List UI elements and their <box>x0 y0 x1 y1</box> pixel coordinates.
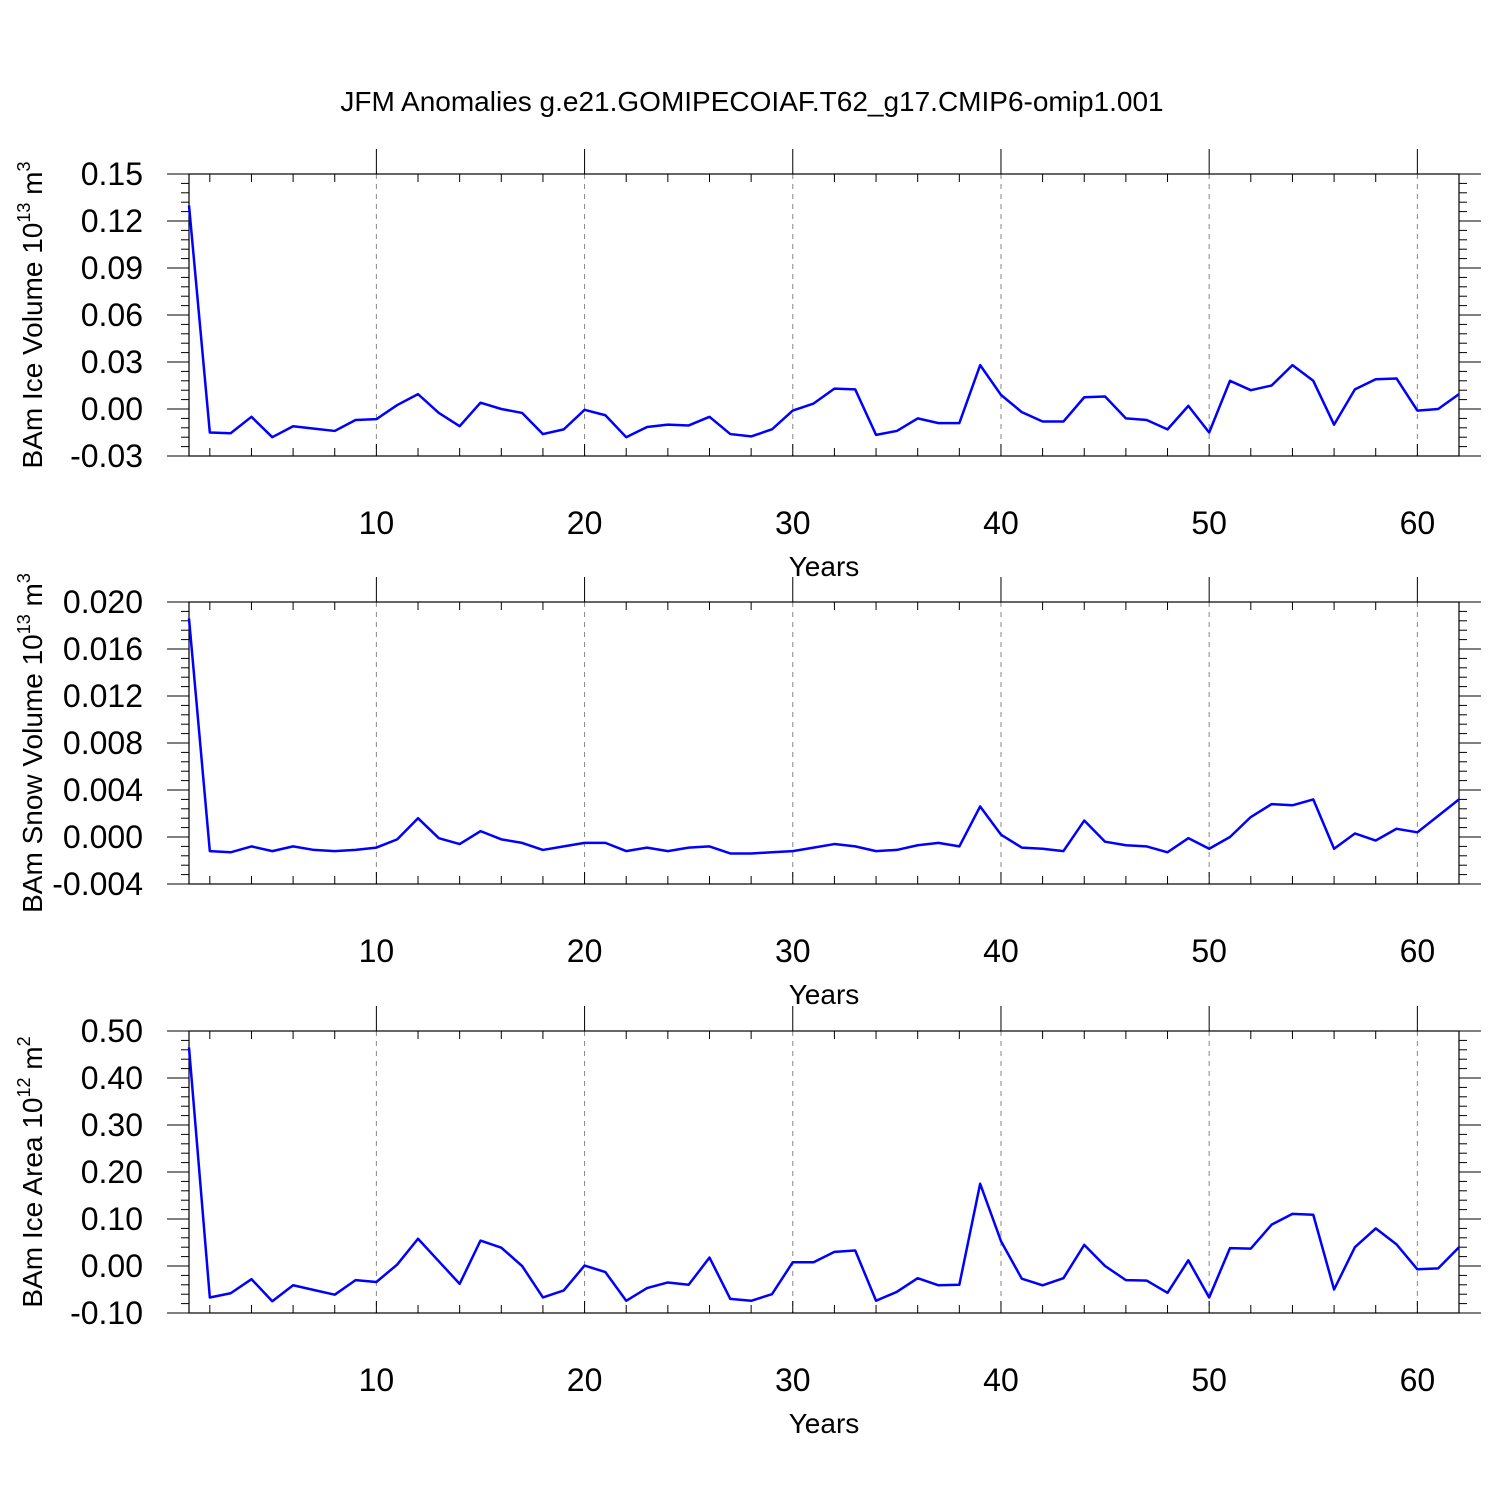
y-axis-label: BAm Snow Volume 1013 m3 <box>14 573 48 913</box>
y-tick-label: -0.004 <box>52 866 143 902</box>
series-line <box>187 1047 1460 1303</box>
chart-panel-1: -0.03 0.00 0.03 0.06 0.09 0.12 0.15 10 20 30 40 50 6… <box>14 149 1481 582</box>
x-tick-label: 20 <box>567 505 603 541</box>
x-tick-label: 30 <box>775 1362 811 1398</box>
x-tick-label: 50 <box>1191 933 1227 969</box>
panels: -0.03 0.00 0.03 0.06 0.09 0.12 0.15 10 20 30 40 50 6… <box>14 149 1481 1439</box>
x-axis-label: Years <box>789 551 860 582</box>
y-tick-label: 0.10 <box>81 1201 143 1237</box>
series-line <box>187 618 1460 855</box>
y-tick-label: 0.016 <box>63 631 143 667</box>
y-tick-label: 0.20 <box>81 1154 143 1190</box>
y-tick-label: 0.15 <box>81 156 143 192</box>
x-tick-label: 50 <box>1191 505 1227 541</box>
chart-panel-2: -0.004 0.000 0.004 0.008 0.012 0.016 0.020 10 20… <box>14 573 1481 1010</box>
x-axis-label: Years <box>789 1408 860 1439</box>
y-tick-label: 0.09 <box>81 250 143 286</box>
x-tick-label: 30 <box>775 933 811 969</box>
x-tick-label: 10 <box>359 1362 395 1398</box>
y-tick-label: 0.12 <box>81 203 143 239</box>
plot-frame <box>188 601 1460 885</box>
y-tick-label: 0.004 <box>63 772 143 808</box>
y-tick-label: 0.000 <box>63 819 143 855</box>
y-tick-label: 0.00 <box>81 391 143 427</box>
x-tick-label: 10 <box>359 933 395 969</box>
x-tick-label: 40 <box>983 933 1019 969</box>
y-axis-label: BAm Ice Area 1012 m2 <box>14 1036 48 1307</box>
figure-title: JFM Anomalies g.e21.GOMIPECOIAF.T62_g17.… <box>340 86 1163 117</box>
y-tick-label: 0.012 <box>63 678 143 714</box>
y-tick-label: 0.50 <box>81 1013 143 1049</box>
x-tick-label: 20 <box>567 933 603 969</box>
x-tick-label: 40 <box>983 505 1019 541</box>
x-axis-label: Years <box>789 979 860 1010</box>
y-axis-label: BAm Ice Volume 1013 m3 <box>14 161 48 468</box>
y-tick-label: 0.30 <box>81 1107 143 1143</box>
y-tick-label: -0.03 <box>70 438 143 474</box>
x-tick-label: 30 <box>775 505 811 541</box>
series-line <box>187 205 1460 439</box>
plot-frame <box>188 1030 1460 1314</box>
y-tick-label: 0.03 <box>81 344 143 380</box>
x-tick-label: 60 <box>1400 1362 1436 1398</box>
y-tick-label: 0.06 <box>81 297 143 333</box>
plot-frame <box>188 173 1460 457</box>
y-tick-label: 0.008 <box>63 725 143 761</box>
y-tick-label: 0.00 <box>81 1248 143 1284</box>
y-tick-label: 0.020 <box>63 584 143 620</box>
x-tick-label: 60 <box>1400 933 1436 969</box>
x-tick-label: 40 <box>983 1362 1019 1398</box>
chart-panel-3: -0.10 0.00 0.10 0.20 0.30 0.40 0.50 10 20 30 40 50 6… <box>14 1006 1481 1439</box>
y-tick-label: -0.10 <box>70 1295 143 1331</box>
x-tick-label: 20 <box>567 1362 603 1398</box>
x-tick-label: 10 <box>359 505 395 541</box>
x-tick-label: 60 <box>1400 505 1436 541</box>
y-tick-label: 0.40 <box>81 1060 143 1096</box>
x-tick-label: 50 <box>1191 1362 1227 1398</box>
